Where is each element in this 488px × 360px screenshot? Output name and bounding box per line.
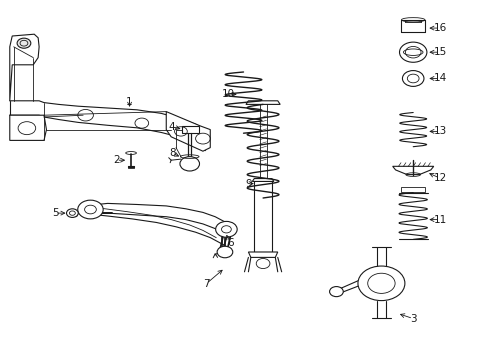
- Circle shape: [180, 157, 199, 171]
- Polygon shape: [72, 210, 76, 216]
- Circle shape: [357, 266, 404, 301]
- Text: 13: 13: [432, 126, 446, 136]
- Polygon shape: [127, 166, 134, 167]
- Text: 7: 7: [203, 279, 209, 289]
- Text: 6: 6: [227, 238, 234, 248]
- Polygon shape: [10, 115, 46, 140]
- Text: 5: 5: [52, 208, 59, 218]
- Text: 16: 16: [432, 23, 446, 33]
- Polygon shape: [254, 180, 271, 252]
- Circle shape: [215, 221, 237, 237]
- Circle shape: [329, 287, 343, 297]
- Text: 1: 1: [126, 96, 133, 107]
- Polygon shape: [392, 166, 433, 175]
- Text: 9: 9: [244, 179, 251, 189]
- Text: 10: 10: [222, 89, 235, 99]
- Polygon shape: [248, 252, 277, 257]
- Polygon shape: [245, 101, 280, 104]
- Text: 11: 11: [432, 215, 446, 225]
- Polygon shape: [166, 112, 210, 151]
- Polygon shape: [10, 34, 39, 101]
- Circle shape: [78, 200, 103, 219]
- Circle shape: [17, 38, 31, 48]
- Circle shape: [217, 246, 232, 258]
- Polygon shape: [252, 179, 273, 181]
- Text: 3: 3: [409, 314, 416, 324]
- Text: 8: 8: [168, 148, 175, 158]
- Text: 2: 2: [113, 155, 120, 165]
- Text: 12: 12: [432, 173, 446, 183]
- Text: 14: 14: [432, 73, 446, 84]
- Polygon shape: [219, 223, 228, 225]
- Polygon shape: [259, 101, 266, 180]
- Circle shape: [256, 258, 269, 269]
- Circle shape: [66, 209, 78, 217]
- Text: 15: 15: [432, 47, 446, 57]
- Text: 4: 4: [168, 122, 175, 132]
